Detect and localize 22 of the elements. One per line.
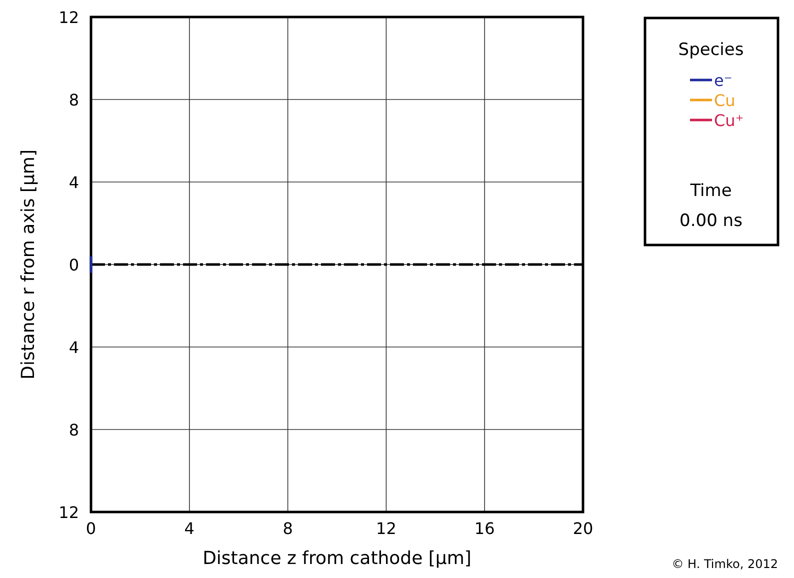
x-tick-label: 4 [184,519,194,538]
legend-title: Species [678,40,744,60]
text: 0.00 ns [680,211,743,231]
x-tick-label: 20 [572,519,594,538]
y-tick-label: 4 [68,338,79,357]
legend-label: Cu [714,91,736,110]
y-tick-label: 4 [68,173,79,192]
y-axis-title: Distance r from axis [μm] [18,150,39,380]
y-tick-label: 8 [68,420,79,440]
y-tick-label: 12 [58,8,79,27]
legend-label: e⁻ [714,71,732,90]
text: Time [689,181,732,201]
y-tick-label: 12 [58,503,79,522]
x-tick-label: 0 [86,519,96,538]
y-tick-label: 0 [68,256,79,274]
x-tick-label: 12 [376,519,396,538]
legend-label: Cu⁺ [714,111,744,130]
x-tick-label: 8 [282,519,293,538]
x-tick-label: 16 [474,519,495,538]
text: © H. Timko, 2012 [672,557,778,571]
y-tick-label: 8 [68,90,79,110]
x-axis-title: Distance z from cathode [μm] [202,548,472,569]
